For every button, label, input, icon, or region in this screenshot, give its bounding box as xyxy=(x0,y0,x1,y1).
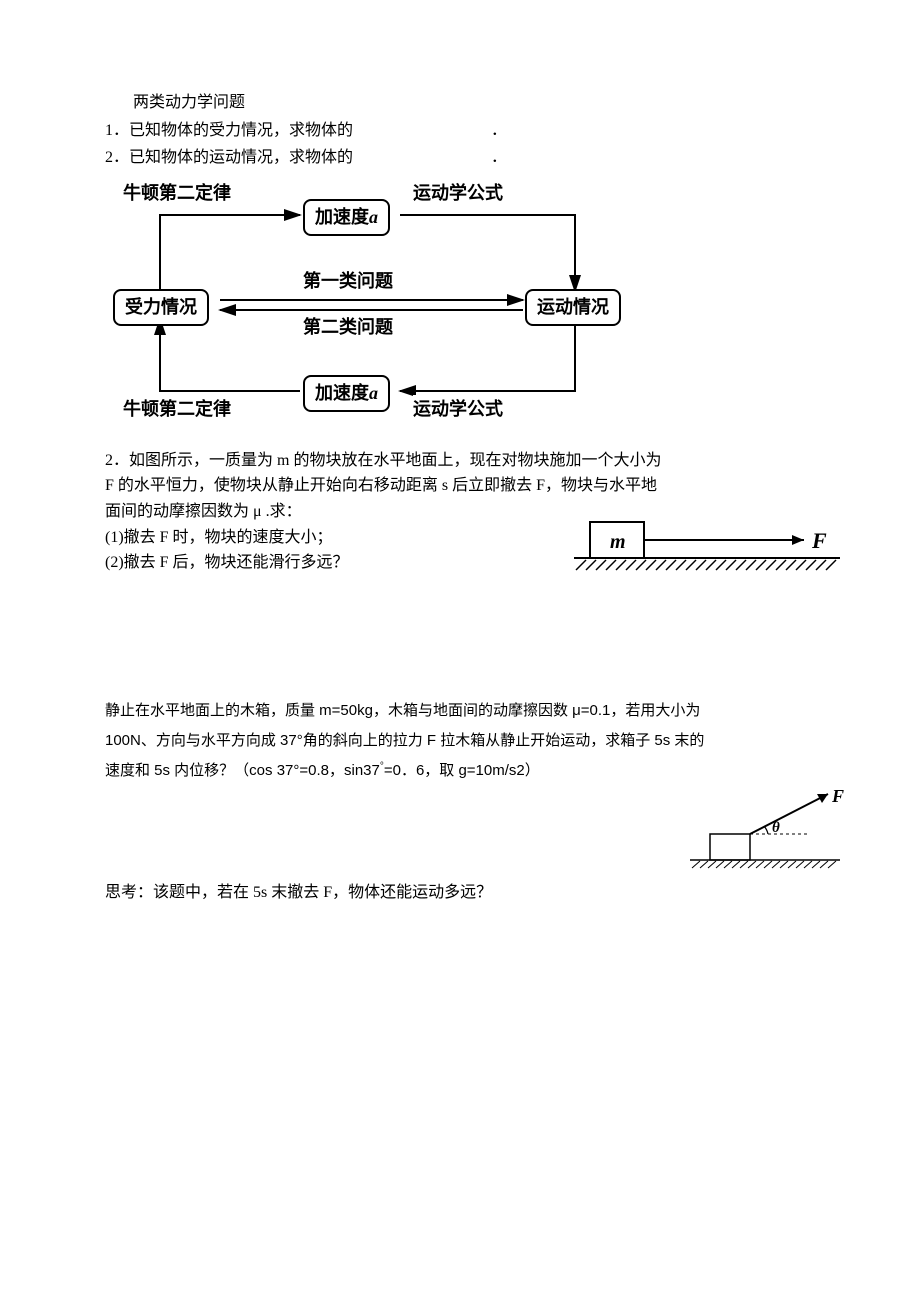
problem-3-line-3-p1: 速度和 5s 内位移？（cos 37°=0.8，sin37 xyxy=(105,762,380,779)
accel-top-node: 加速度a xyxy=(303,199,390,236)
problem-2: 2．如图所示，一质量为 m 的物块放在水平地面上，现在对物块施加一个大小为 F … xyxy=(105,448,810,576)
kinematics-bot-label: 运动学公式 xyxy=(413,395,503,424)
title-text: 两类动力学问题 xyxy=(133,94,245,111)
problem-3-line-3: 速度和 5s 内位移？（cos 37°=0.8，sin37°=0．6，取 g=1… xyxy=(105,756,810,786)
accel-bot-node: 加速度a xyxy=(303,375,390,412)
newton-law-top-label: 牛顿第二定律 xyxy=(123,179,231,208)
problem-3-figure: F θ xyxy=(670,790,850,880)
kinematics-top-label: 运动学公式 xyxy=(413,179,503,208)
newton-law-bot-label: 牛顿第二定律 xyxy=(123,395,231,424)
problem-3-line-3-p2: =0．6，取 g=10m/s2） xyxy=(384,762,540,779)
force-f-label-3: F xyxy=(831,790,844,806)
dot-2: ． xyxy=(491,149,507,166)
header-line-2-text: 2．已知物体的运动情况，求物体的 xyxy=(105,149,353,166)
force-situation-node: 受力情况 xyxy=(113,289,209,326)
flowchart-diagram: 牛顿第二定律 运动学公式 第一类问题 第二类问题 牛顿第二定律 运动学公式 加速… xyxy=(105,183,665,423)
header-line-2: 2．已知物体的运动情况，求物体的 ． xyxy=(105,145,810,171)
accel-bot-var: a xyxy=(369,383,378,403)
header-line-1: 1．已知物体的受力情况，求物体的 ． xyxy=(105,118,810,144)
angle-theta-label: θ xyxy=(772,820,780,836)
accel-top-var: a xyxy=(369,207,378,227)
page-title: 两类动力学问题 xyxy=(105,90,810,116)
motion-situation-node: 运动情况 xyxy=(525,289,621,326)
blank-1 xyxy=(357,134,487,135)
problem-3-line-1: 静止在水平地面上的木箱，质量 m=50kg，木箱与地面间的动摩擦因数 μ=0.1… xyxy=(105,696,810,726)
blank-2 xyxy=(357,161,487,162)
header-line-1-text: 1．已知物体的受力情况，求物体的 xyxy=(105,122,353,139)
block-label: m xyxy=(610,531,626,553)
thinking-text: 思考：该题中，若在 5s 末撤去 F，物体还能运动多远？ xyxy=(105,884,492,901)
problem-2-line-1: 2．如图所示，一质量为 m 的物块放在水平地面上，现在对物块施加一个大小为 xyxy=(105,448,810,474)
problem-2-figure: m F xyxy=(570,518,850,588)
problem-2-line-2: F 的水平恒力，使物块从静止开始向右移动距离 s 后立即撤去 F，物块与水平地 xyxy=(105,473,810,499)
thinking-question: 思考：该题中，若在 5s 末撤去 F，物体还能运动多远？ xyxy=(105,880,810,906)
accel-bot-prefix: 加速度 xyxy=(315,383,369,403)
problem-3: 静止在水平地面上的木箱，质量 m=50kg，木箱与地面间的动摩擦因数 μ=0.1… xyxy=(105,696,810,786)
problem-3-line-2: 100N、方向与水平方向成 37°角的斜向上的拉力 F 拉木箱从静止开始运动，求… xyxy=(105,726,810,756)
force-f-label: F xyxy=(811,528,827,553)
accel-top-prefix: 加速度 xyxy=(315,207,369,227)
first-type-label: 第一类问题 xyxy=(303,267,393,296)
second-type-label: 第二类问题 xyxy=(303,313,393,342)
dot-1: ． xyxy=(491,122,507,139)
